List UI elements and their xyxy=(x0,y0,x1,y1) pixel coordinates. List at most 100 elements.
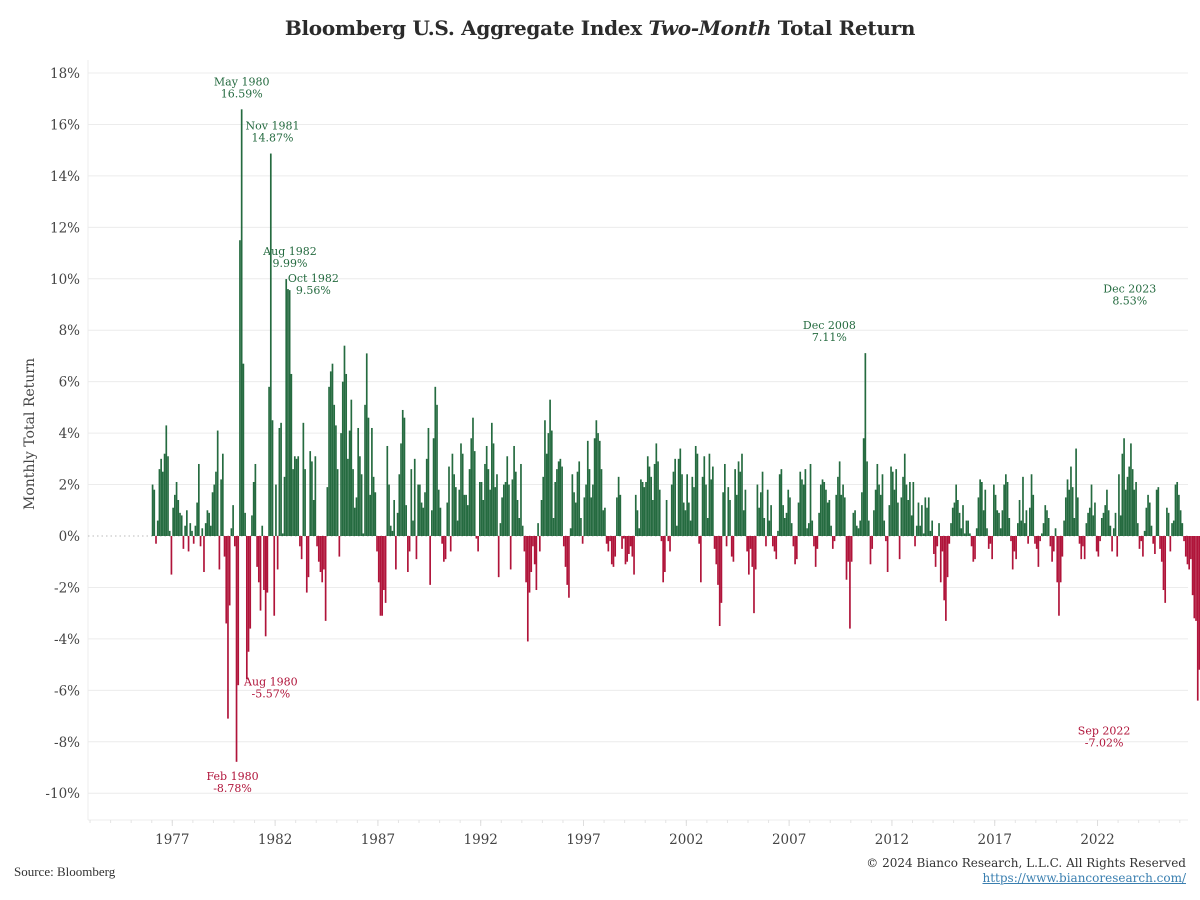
bar xyxy=(213,484,216,536)
bar xyxy=(1008,518,1011,536)
bar xyxy=(263,536,265,591)
bar xyxy=(473,451,476,536)
bar xyxy=(232,505,234,536)
bar xyxy=(1190,536,1192,560)
bar xyxy=(907,499,910,536)
bar xyxy=(437,489,440,536)
bar xyxy=(1116,536,1119,557)
bar xyxy=(225,536,228,624)
bar xyxy=(592,484,594,536)
bar xyxy=(275,484,277,536)
bar xyxy=(727,487,730,536)
bar xyxy=(609,536,611,542)
bar xyxy=(521,525,524,536)
bar xyxy=(682,502,685,536)
bar xyxy=(240,109,243,536)
bar xyxy=(931,520,934,536)
bar xyxy=(261,525,264,536)
bar xyxy=(179,512,181,536)
bar xyxy=(247,536,250,652)
bar xyxy=(1017,523,1019,536)
bar xyxy=(624,536,627,565)
bar xyxy=(1023,523,1026,536)
y-axis-label: Monthly Total Return xyxy=(22,358,38,510)
bar xyxy=(1155,489,1158,536)
bar xyxy=(626,536,629,562)
bar xyxy=(1145,507,1148,536)
bar xyxy=(167,456,169,536)
bar xyxy=(309,451,312,536)
bar xyxy=(278,427,281,536)
bar xyxy=(174,494,176,536)
bar xyxy=(191,530,193,536)
bar xyxy=(799,471,802,536)
bar xyxy=(1169,536,1172,552)
bar xyxy=(1150,525,1153,536)
bar xyxy=(196,502,198,536)
bar xyxy=(811,520,814,536)
bar xyxy=(485,445,488,536)
bar xyxy=(576,471,579,536)
bar xyxy=(1022,476,1024,536)
bar xyxy=(208,512,210,536)
bar xyxy=(633,536,635,575)
bar xyxy=(849,536,851,629)
bar xyxy=(429,536,431,585)
bar xyxy=(787,489,790,536)
bar xyxy=(1164,536,1167,603)
bar xyxy=(729,499,731,536)
bar xyxy=(206,510,209,536)
bar xyxy=(1068,489,1071,536)
annotation-date: Aug 1980 xyxy=(243,675,298,688)
bar xyxy=(1136,523,1139,536)
bar xyxy=(496,474,498,536)
bar xyxy=(556,469,558,536)
bar xyxy=(221,453,224,536)
bar xyxy=(177,499,180,536)
bar xyxy=(751,536,754,567)
bar xyxy=(855,525,858,536)
bar xyxy=(867,520,870,536)
bar xyxy=(929,530,932,536)
bar xyxy=(489,489,491,536)
bar xyxy=(1152,536,1155,544)
bar xyxy=(372,476,375,536)
bar xyxy=(878,484,880,536)
bar xyxy=(895,469,898,536)
bar xyxy=(938,523,940,536)
bar xyxy=(1073,518,1076,536)
bar xyxy=(898,536,901,560)
bar xyxy=(268,386,270,536)
bar xyxy=(943,536,946,601)
bar xyxy=(468,469,471,536)
bar xyxy=(753,536,755,614)
bar xyxy=(905,484,908,536)
bar xyxy=(269,153,272,537)
bar xyxy=(1183,536,1185,542)
y-tick-label: 16% xyxy=(50,117,80,133)
bar xyxy=(933,536,935,554)
bar xyxy=(1011,536,1014,570)
bar xyxy=(312,499,315,536)
bar xyxy=(648,466,651,536)
bar xyxy=(383,536,385,591)
bar xyxy=(192,536,195,544)
bar xyxy=(852,512,855,536)
bar xyxy=(506,456,509,536)
bar xyxy=(941,536,944,552)
annotation-date: Dec 2023 xyxy=(1103,283,1156,296)
y-tick-label: -4% xyxy=(54,632,80,648)
y-tick-label: 2% xyxy=(59,478,81,494)
bar xyxy=(1140,536,1143,542)
bar xyxy=(694,445,697,536)
bar xyxy=(237,536,240,686)
website-link[interactable]: https://www.biancoresearch.com/ xyxy=(982,871,1186,885)
bar xyxy=(276,536,279,570)
bar xyxy=(1166,507,1168,536)
bar xyxy=(864,353,867,536)
bar xyxy=(299,536,301,547)
bar xyxy=(245,536,248,680)
y-tick-label: 12% xyxy=(50,220,80,236)
bar xyxy=(1082,536,1084,547)
